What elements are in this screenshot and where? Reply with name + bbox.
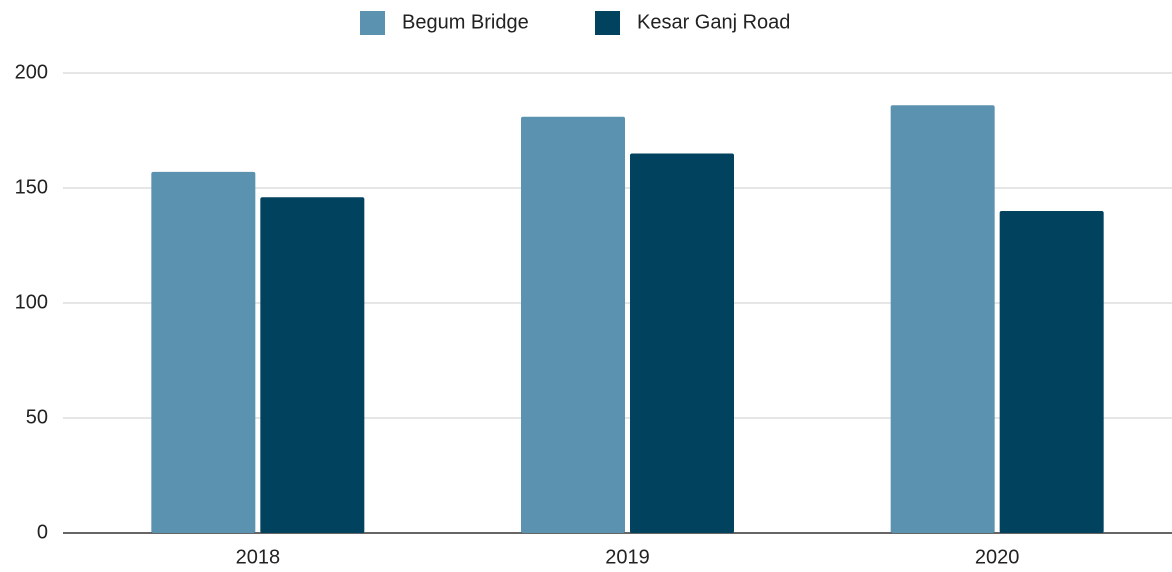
x-tick-label: 2018: [236, 546, 281, 568]
bar: [630, 153, 734, 533]
x-tick-label: 2020: [975, 546, 1020, 568]
x-tick-label: 2019: [605, 546, 650, 568]
bar: [521, 116, 625, 533]
legend-label: Kesar Ganj Road: [637, 11, 790, 33]
y-tick-label: 150: [15, 176, 48, 198]
legend-swatch: [360, 11, 385, 35]
legend-swatch: [595, 11, 620, 35]
y-tick-label: 0: [37, 521, 48, 543]
y-tick-label: 200: [15, 61, 48, 83]
bar: [890, 105, 995, 533]
legend-label: Begum Bridge: [402, 11, 529, 33]
bar: [260, 197, 365, 533]
bar: [151, 171, 256, 533]
y-tick-label: 50: [26, 406, 48, 428]
bar: [999, 211, 1104, 533]
y-tick-label: 100: [15, 291, 48, 313]
